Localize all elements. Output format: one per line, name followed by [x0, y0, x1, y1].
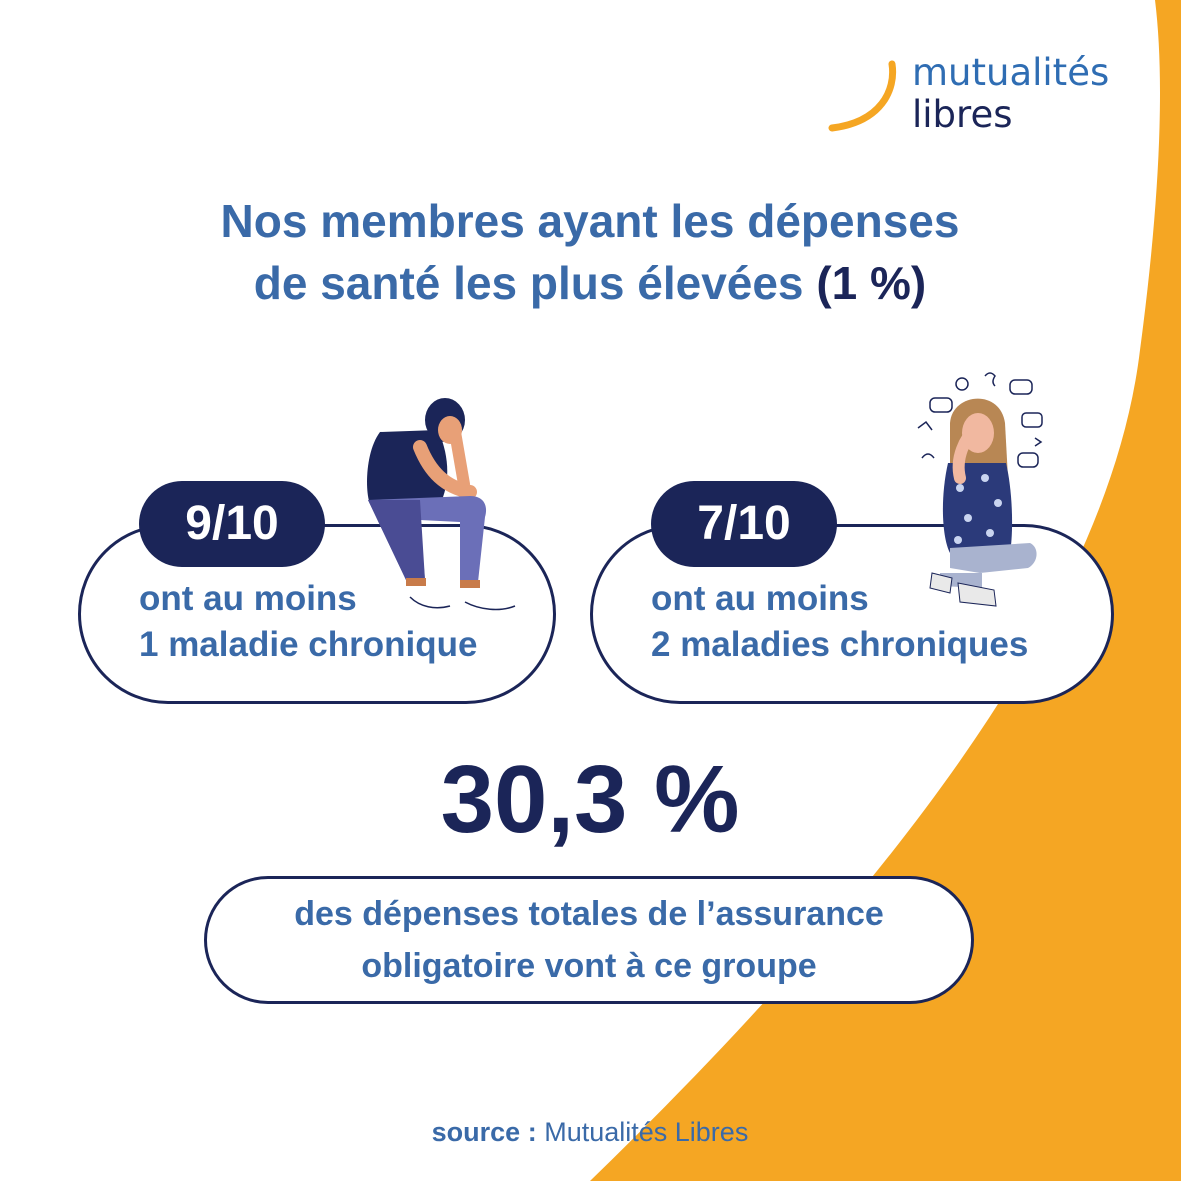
page-title: Nos membres ayant les dépenses de santé …: [100, 190, 1080, 314]
source-label: source :: [431, 1117, 537, 1147]
title-line2-text: de santé les plus élevées: [253, 257, 804, 309]
source-credit: source : Mutualités Libres: [290, 1117, 890, 1148]
title-percentage: (1 %): [816, 257, 927, 309]
logo-line1: mutualités: [912, 51, 1110, 94]
title-line2: de santé les plus élevées (1 %): [100, 252, 1080, 314]
logo-line2: libres: [912, 93, 1013, 136]
card-2-line2: 2 maladies chroniques: [651, 625, 1029, 664]
stat-description-line2: obligatoire vont à ce groupe: [361, 947, 817, 985]
logo-text: mutualités libres: [912, 52, 1109, 136]
card-1-text: ont au moins 1 maladie chronique: [139, 576, 477, 668]
big-stat-value: 30,3 %: [440, 746, 740, 853]
source-value: Mutualités Libres: [544, 1117, 749, 1147]
title-line1: Nos membres ayant les dépenses: [220, 195, 960, 247]
stressed-woman-illustration: [917, 372, 1043, 607]
stat-description-line1: des dépenses totales de l’assurance: [294, 895, 884, 933]
card-2-text: ont au moins 2 maladies chroniques: [651, 576, 1028, 668]
card-1-line1: ont au moins: [139, 579, 357, 618]
stat-description-box: [204, 876, 974, 1004]
card-1-line2: 1 maladie chronique: [139, 625, 478, 664]
stat-badge-1: 9/10: [139, 481, 325, 567]
stat-badge-2: 7/10: [651, 481, 837, 567]
orange-arc-logo-icon: [828, 60, 897, 132]
sitting-man-illustration: [367, 398, 516, 611]
card-2-line1: ont au moins: [651, 579, 869, 618]
stat-description: des dépenses totales de l’assurance obli…: [204, 888, 974, 992]
